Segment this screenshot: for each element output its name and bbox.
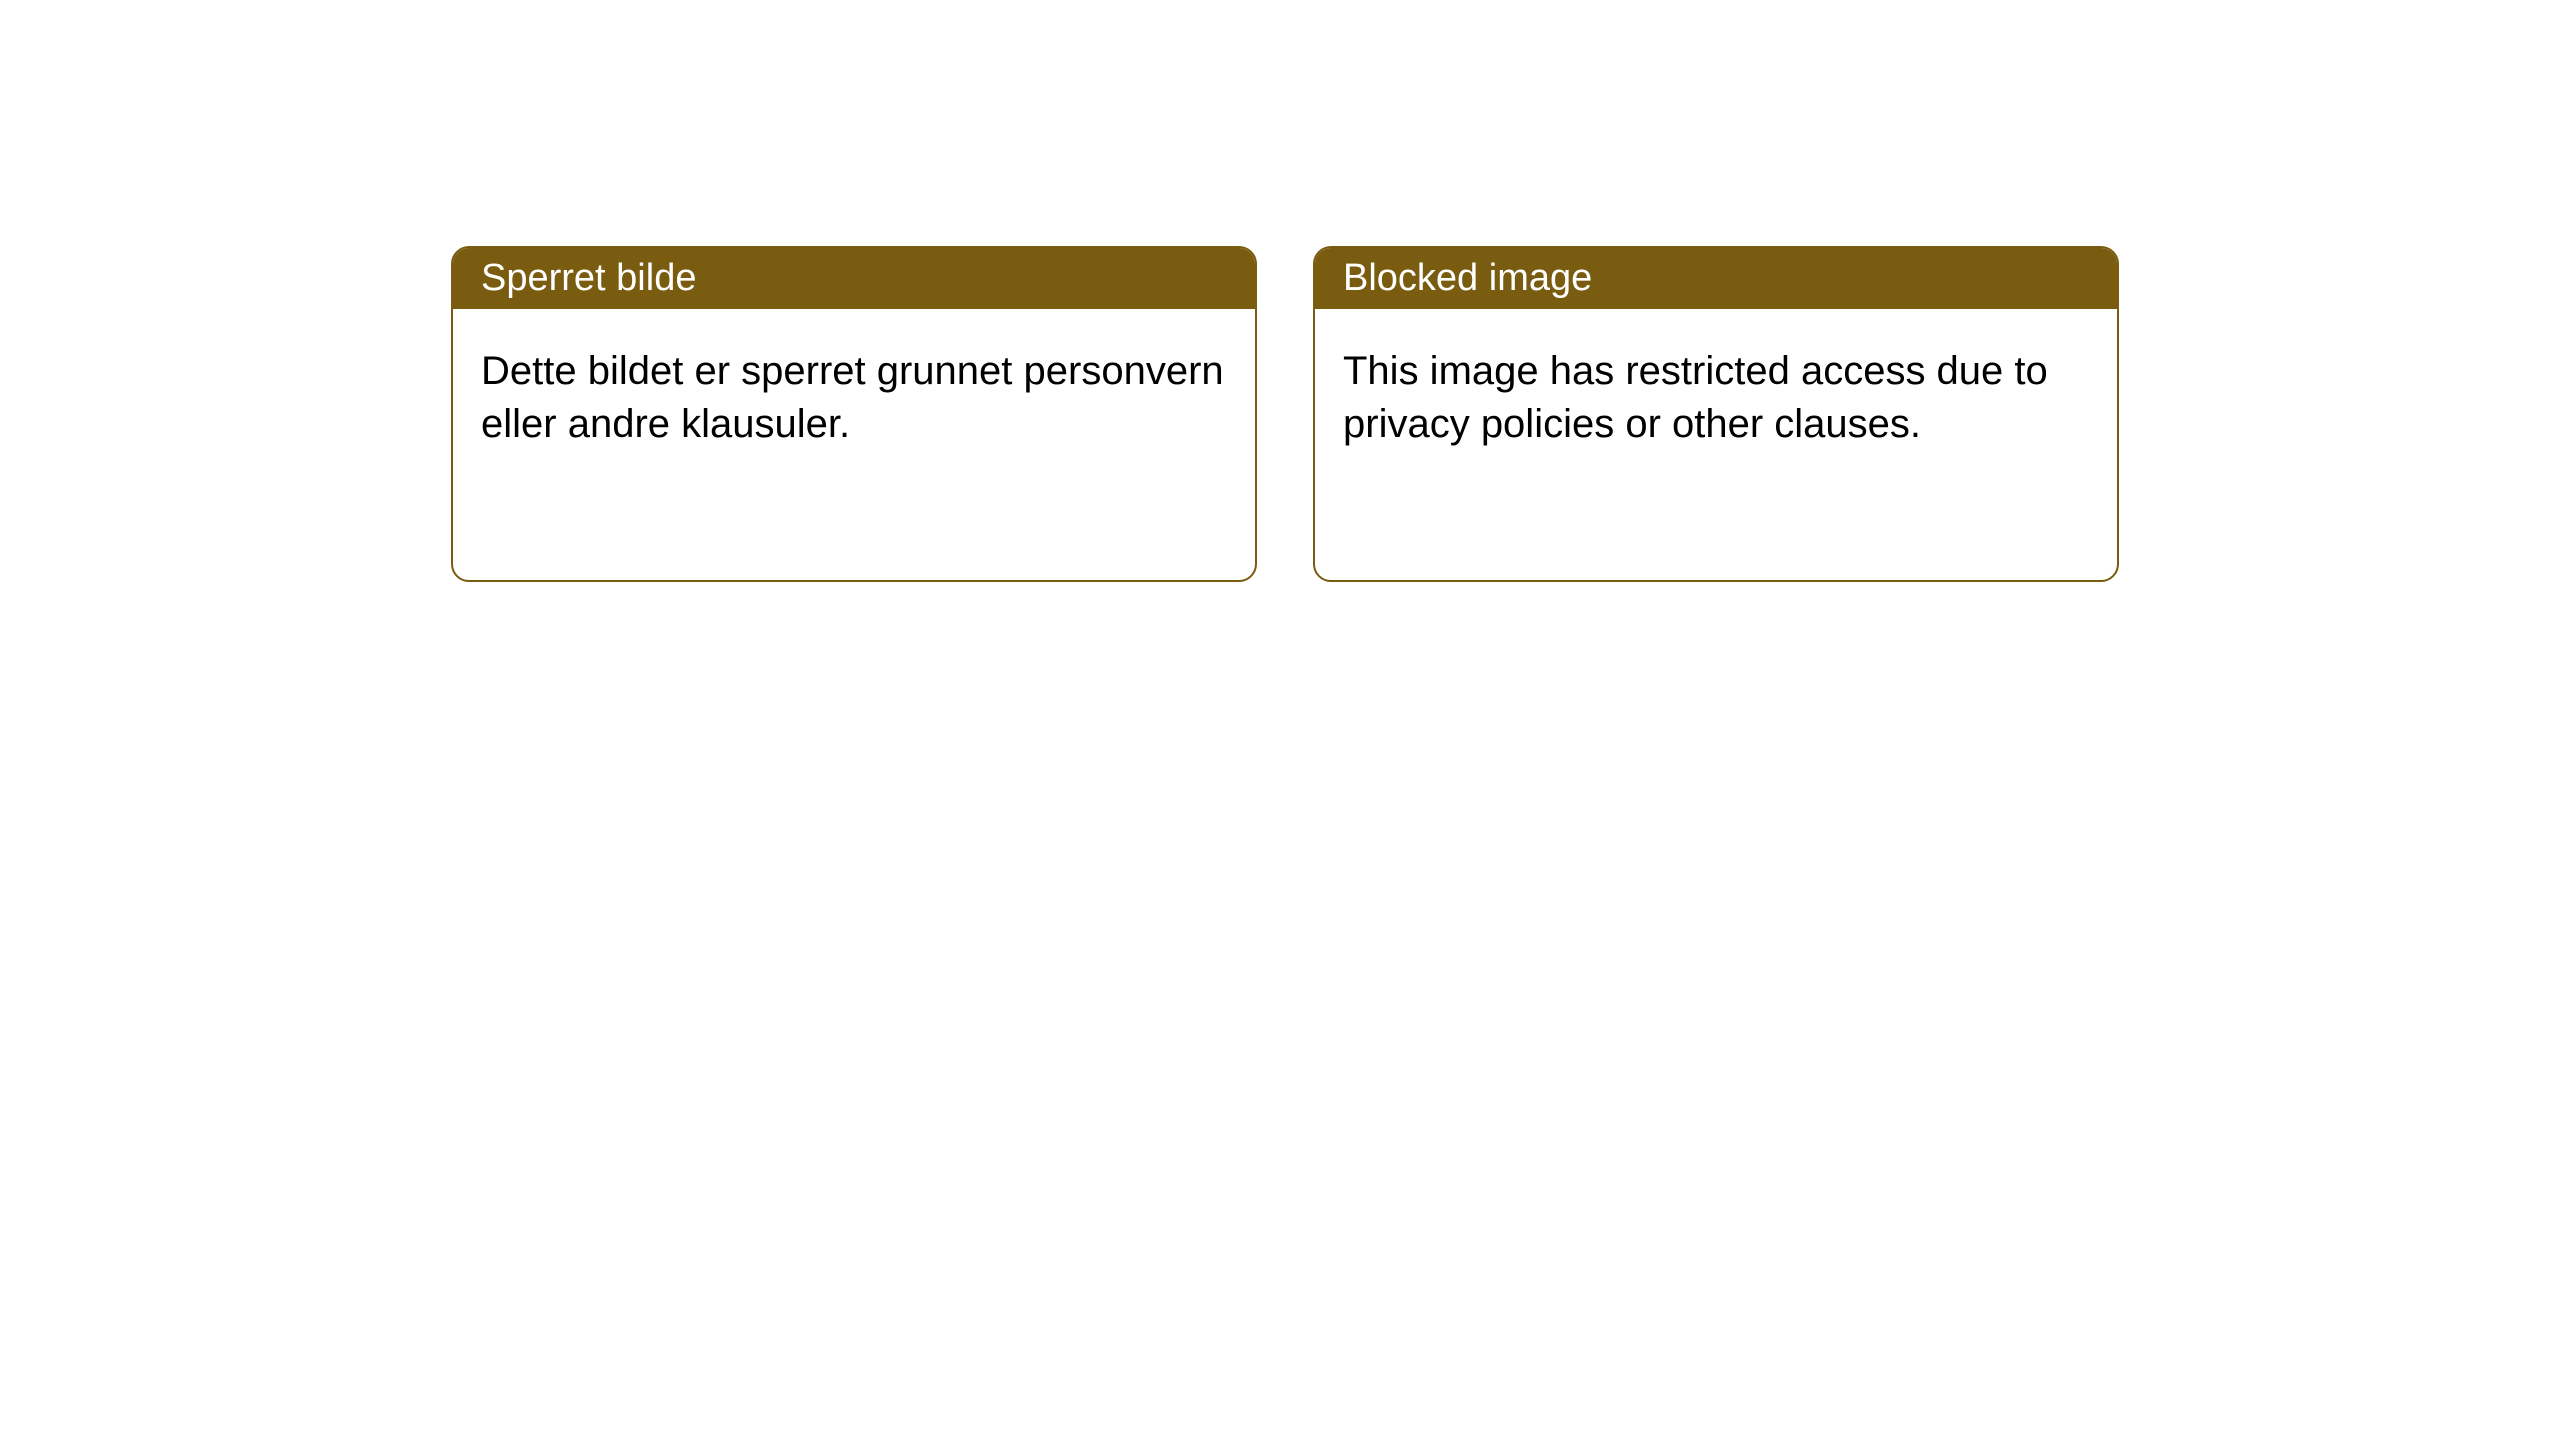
notice-container: Sperret bilde Dette bildet er sperret gr… (0, 0, 2560, 582)
notice-body-text: Dette bildet er sperret grunnet personve… (481, 349, 1224, 446)
notice-body: Dette bildet er sperret grunnet personve… (453, 309, 1255, 479)
notice-header: Sperret bilde (453, 248, 1255, 309)
notice-body: This image has restricted access due to … (1315, 309, 2117, 479)
notice-title: Sperret bilde (481, 257, 696, 300)
notice-card-english: Blocked image This image has restricted … (1313, 246, 2119, 582)
notice-body-text: This image has restricted access due to … (1343, 349, 2048, 446)
notice-header: Blocked image (1315, 248, 2117, 309)
notice-card-norwegian: Sperret bilde Dette bildet er sperret gr… (451, 246, 1257, 582)
notice-title: Blocked image (1343, 257, 1592, 300)
